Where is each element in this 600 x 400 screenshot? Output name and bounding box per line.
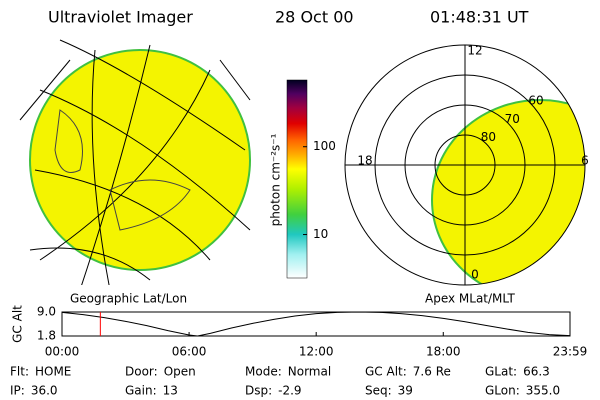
mlt-label: 6: [581, 154, 589, 168]
status-value: Normal: [288, 365, 331, 379]
status-value: 39: [398, 384, 413, 398]
x-tick-label: 23:59: [553, 345, 588, 359]
mlt-label: 12: [467, 44, 482, 58]
mlt-label: 0: [471, 268, 479, 282]
x-tick-label: 00:00: [45, 345, 80, 359]
geographic-image: [19, 39, 251, 285]
date: 28 Oct 00: [275, 8, 354, 27]
colorbar-tick-label: 100: [313, 139, 336, 153]
lat-ring-label: 60: [528, 94, 543, 108]
y-axis-label: GC Alt: [11, 305, 25, 343]
x-tick-label: 18:00: [426, 345, 461, 359]
status-label: Mode:: [245, 365, 282, 379]
status-label: Door:: [125, 365, 158, 379]
status-value: HOME: [35, 365, 71, 379]
altitude-line: [61, 311, 571, 337]
lat-ring-label: 80: [481, 130, 496, 144]
colorbar-label: photon cm⁻²s⁻¹: [269, 133, 283, 226]
time: 01:48:31 UT: [430, 8, 529, 27]
title: Ultraviolet Imager: [48, 8, 193, 27]
left-image-label: Geographic Lat/Lon: [70, 292, 187, 306]
status-value: 7.6 Re: [413, 365, 451, 379]
status-value: -2.9: [278, 384, 301, 398]
x-tick-label: 12:00: [299, 345, 334, 359]
status-label: Flt:: [10, 365, 29, 379]
status-value: 13: [163, 384, 178, 398]
colorbar: [286, 79, 308, 279]
status-label: Dsp:: [245, 384, 272, 398]
lat-ring-label: 70: [505, 112, 520, 126]
y-tick-label: 9.0: [37, 305, 56, 319]
status-label: GLon:: [485, 384, 520, 398]
polar-image: [431, 99, 585, 285]
status-value: 355.0: [526, 384, 560, 398]
status-label: Seq:: [365, 384, 392, 398]
status-value: Open: [164, 365, 196, 379]
status-label: GC Alt:: [365, 365, 407, 379]
x-tick-label: 06:00: [172, 345, 207, 359]
mlt-label: 18: [357, 154, 372, 168]
status-label: Gain:: [125, 384, 157, 398]
status-label: IP:: [10, 384, 25, 398]
colorbar-tick-label: 10: [313, 227, 328, 241]
status-value: 66.3: [523, 365, 550, 379]
status-value: 36.0: [31, 384, 58, 398]
y-tick-label: 1.8: [37, 329, 56, 343]
status-label: GLat:: [485, 365, 517, 379]
right-image-label: Apex MLat/MLT: [425, 292, 515, 306]
